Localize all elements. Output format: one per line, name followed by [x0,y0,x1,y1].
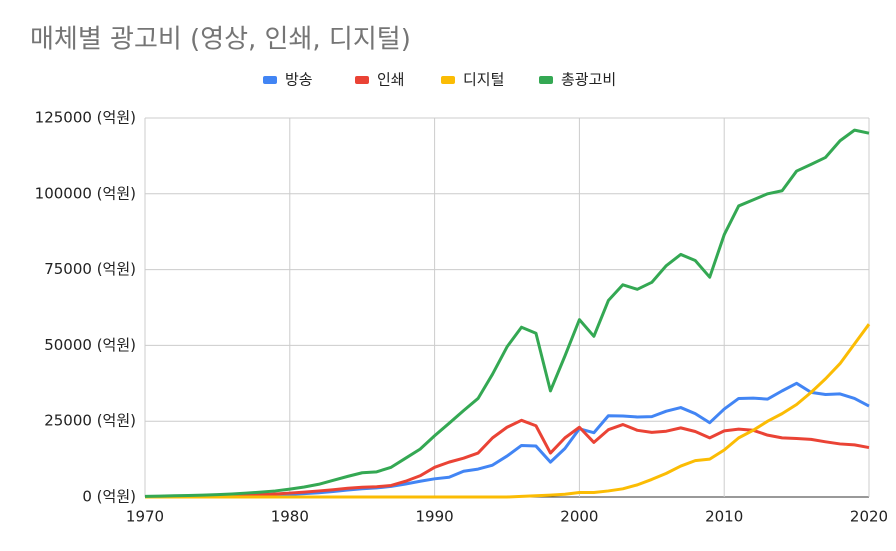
chart-title: 매체별 광고비 (영상, 인쇄, 디지털) [30,25,411,55]
x-tick-label: 1980 [271,508,309,526]
x-tick-label: 2010 [705,508,743,526]
legend-swatch [441,76,455,84]
series-line [144,381,870,499]
legend-label: 디지털 [463,71,504,89]
legend-label: 총광고비 [561,71,616,89]
x-tick-label: 2000 [560,508,598,526]
legend-swatch [263,76,277,84]
x-tick-label: 2020 [850,508,888,526]
y-tick-label: 0 (억원) [82,488,136,506]
legend-label: 방송 [285,71,313,89]
series-line [145,323,871,499]
y-tick-label: 50000 (억원) [44,336,136,354]
y-tick-label: 125000 (억원) [35,109,136,127]
series-line [144,418,870,499]
legend-label: 인쇄 [377,71,405,89]
y-tick-label: 75000 (억원) [44,260,136,278]
x-tick-label: 1990 [416,508,454,526]
legend-swatch [355,76,369,84]
series-line [144,128,870,498]
legend-swatch [539,76,553,84]
y-tick-label: 25000 (억원) [44,412,136,430]
y-tick-label: 100000 (억원) [35,184,136,202]
x-tick-label: 1970 [126,508,164,526]
